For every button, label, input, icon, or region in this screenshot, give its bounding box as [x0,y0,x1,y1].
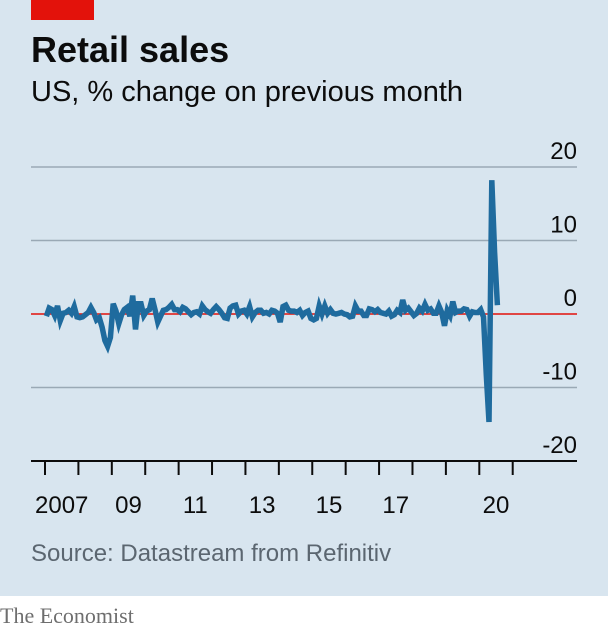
chart-title: Retail sales [31,29,230,70]
y-tick-label: 10 [550,212,577,239]
source-note: Source: Datastream from Refinitiv [31,540,392,567]
chart-subtitle: US, % change on previous month [31,76,464,108]
y-tick-label: 20 [550,138,577,165]
x-tick-label: 2007 [35,492,88,519]
chart-panel [0,0,608,596]
x-tick-label: 09 [115,492,142,519]
series-group [43,180,501,423]
x-tick-label: 15 [316,492,343,519]
y-tick-label: -20 [542,432,577,459]
y-tick-label: -10 [542,359,577,386]
x-axis: 2007 09 11 13 15 17 20 [31,460,577,519]
retail-sales-line [43,180,501,423]
chart-plot: 20 10 0 -10 -20 2007 09 11 13 15 17 20 [31,138,577,519]
y-axis-labels: 20 10 0 -10 -20 [542,138,577,459]
x-tick-label: 20 [483,492,510,519]
y-tick-label: 0 [564,285,577,312]
x-tick-label: 13 [249,492,276,519]
x-tick-label: 11 [183,492,208,519]
economist-logo-text: The Economist [0,603,134,628]
x-tick-label: 17 [382,492,409,519]
brand-red-tag [31,0,94,20]
